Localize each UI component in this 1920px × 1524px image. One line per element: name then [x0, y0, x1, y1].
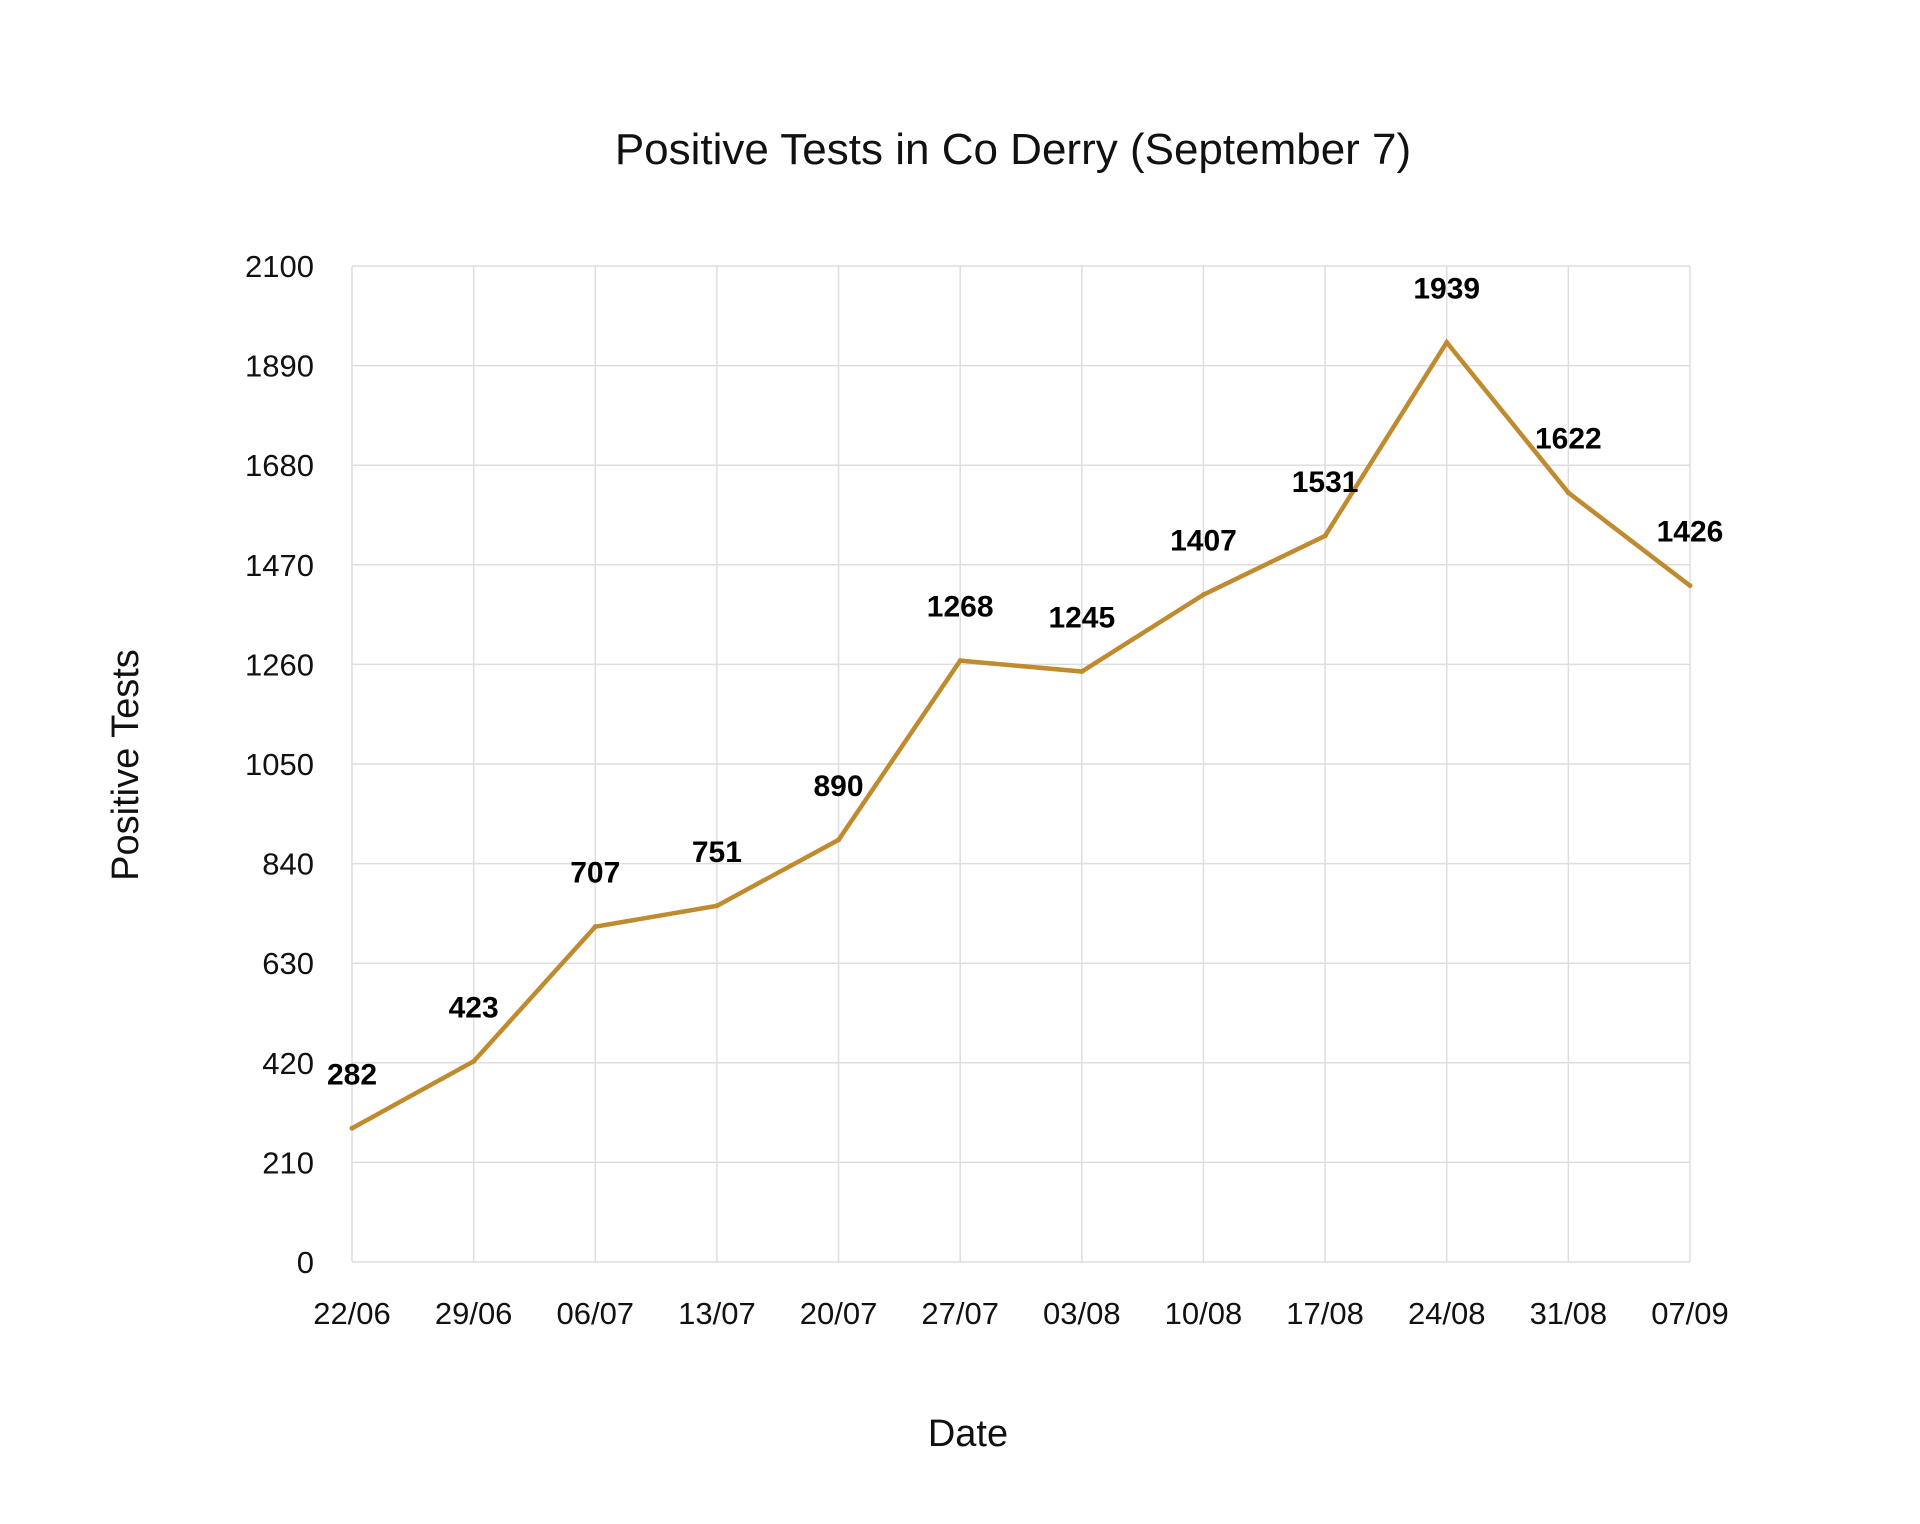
data-point — [592, 924, 598, 930]
y-tick-label: 1890 — [245, 349, 314, 384]
x-axis-title: Date — [928, 1413, 1008, 1455]
x-tick-label: 10/08 — [1165, 1296, 1243, 1331]
data-label: 707 — [570, 857, 620, 890]
x-tick-label: 03/08 — [1043, 1296, 1121, 1331]
x-tick-label: 13/07 — [678, 1296, 756, 1331]
data-point — [836, 837, 842, 843]
data-point — [1322, 533, 1328, 539]
data-label: 1426 — [1657, 516, 1724, 549]
data-point — [1079, 669, 1085, 675]
data-point — [1444, 339, 1450, 345]
data-point — [1565, 490, 1571, 496]
x-tick-label: 20/07 — [800, 1296, 878, 1331]
data-label: 1622 — [1535, 423, 1602, 456]
data-labels: 282 423 707 751 890 1268 1245 1407 1531 1939 1622 1… — [327, 272, 1723, 1091]
x-tick-label: 22/06 — [313, 1296, 391, 1331]
x-axis-ticks: 22/06 29/06 06/07 13/07 20/07 27/07 03/08 10/08… — [313, 1296, 1729, 1331]
series-layer — [349, 338, 1693, 1131]
y-tick-label: 840 — [262, 847, 314, 882]
data-point — [714, 903, 720, 909]
data-label: 1407 — [1170, 525, 1237, 558]
data-label: 423 — [449, 991, 499, 1024]
y-tick-label: 0 — [297, 1245, 314, 1280]
y-tick-label: 420 — [262, 1046, 314, 1081]
data-label: 751 — [692, 836, 742, 869]
data-point — [957, 658, 963, 664]
y-tick-label: 1680 — [245, 448, 314, 483]
series-line — [350, 338, 1692, 1131]
y-axis-title: Positive Tests — [105, 649, 147, 881]
data-label: 1939 — [1413, 272, 1480, 305]
y-axis-ticks: 0 210 420 630 840 1050 1260 1470 1680 1890 2100 — [245, 249, 314, 1280]
data-point — [1200, 592, 1206, 598]
grid — [351, 265, 1691, 1263]
data-point — [1687, 583, 1693, 589]
y-tick-label: 1260 — [245, 647, 314, 682]
y-tick-label: 2100 — [245, 249, 314, 284]
data-label: 1531 — [1292, 466, 1359, 499]
data-point — [349, 1125, 355, 1131]
data-label: 1268 — [927, 591, 994, 624]
data-label: 890 — [814, 770, 864, 803]
x-tick-label: 24/08 — [1408, 1296, 1486, 1331]
data-label: 1245 — [1048, 602, 1115, 635]
y-tick-label: 1470 — [245, 548, 314, 583]
x-tick-label: 31/08 — [1530, 1296, 1608, 1331]
data-label: 282 — [327, 1058, 377, 1091]
x-tick-label: 29/06 — [435, 1296, 513, 1331]
y-tick-label: 630 — [262, 946, 314, 981]
x-tick-label: 07/09 — [1651, 1296, 1729, 1331]
y-tick-label: 210 — [262, 1145, 314, 1180]
x-tick-label: 27/07 — [921, 1296, 999, 1331]
data-point — [471, 1058, 477, 1064]
y-tick-label: 1050 — [245, 747, 314, 782]
x-tick-label: 17/08 — [1286, 1296, 1364, 1331]
chart-title: Positive Tests in Co Derry (September 7) — [615, 125, 1411, 174]
x-tick-label: 06/07 — [556, 1296, 634, 1331]
